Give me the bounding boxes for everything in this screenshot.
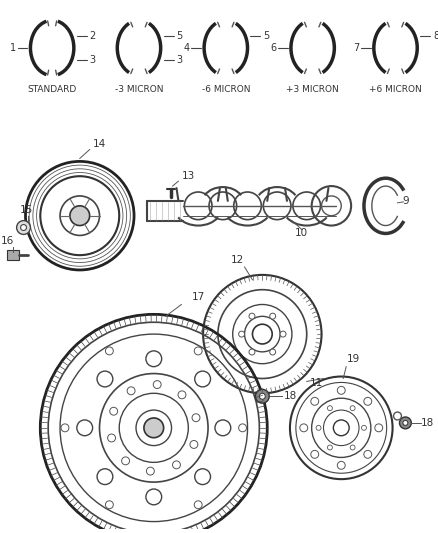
Circle shape: [350, 406, 355, 410]
Circle shape: [195, 371, 211, 387]
Circle shape: [106, 347, 113, 355]
Circle shape: [375, 424, 383, 432]
Text: 10: 10: [295, 229, 308, 238]
Text: 16: 16: [1, 236, 14, 246]
Circle shape: [106, 501, 113, 508]
Text: 11: 11: [310, 378, 323, 389]
Circle shape: [361, 425, 367, 430]
Circle shape: [77, 420, 92, 435]
Text: 18: 18: [283, 391, 297, 401]
Circle shape: [252, 324, 272, 344]
Circle shape: [333, 420, 349, 435]
Circle shape: [192, 414, 200, 422]
Circle shape: [328, 406, 332, 410]
Circle shape: [61, 424, 69, 432]
Circle shape: [21, 224, 26, 230]
Text: 1: 1: [10, 43, 16, 53]
Text: 13: 13: [182, 171, 195, 181]
Text: 7: 7: [353, 43, 359, 53]
Circle shape: [194, 501, 202, 508]
Circle shape: [97, 371, 113, 387]
Circle shape: [17, 221, 30, 235]
Circle shape: [337, 386, 345, 394]
Circle shape: [300, 424, 308, 432]
Circle shape: [70, 206, 90, 225]
Text: 9: 9: [402, 196, 409, 206]
Circle shape: [364, 398, 372, 405]
Circle shape: [364, 450, 372, 458]
Text: +6 MICRON: +6 MICRON: [369, 85, 422, 94]
Circle shape: [270, 313, 276, 319]
Circle shape: [259, 393, 265, 399]
Circle shape: [337, 462, 345, 469]
Circle shape: [195, 469, 211, 484]
Circle shape: [239, 331, 244, 337]
Text: 19: 19: [346, 354, 360, 364]
Circle shape: [249, 349, 255, 355]
Circle shape: [403, 421, 408, 425]
Text: 5: 5: [177, 30, 183, 41]
Text: 4: 4: [183, 43, 189, 53]
Circle shape: [97, 469, 113, 484]
Circle shape: [399, 417, 411, 429]
Circle shape: [146, 351, 162, 367]
Circle shape: [255, 389, 269, 403]
Circle shape: [215, 420, 231, 435]
Text: 14: 14: [93, 139, 106, 149]
Circle shape: [270, 349, 276, 355]
Polygon shape: [7, 250, 18, 260]
Circle shape: [239, 424, 247, 432]
Text: 3: 3: [177, 55, 183, 66]
Circle shape: [146, 489, 162, 505]
Text: 8: 8: [433, 30, 438, 41]
Circle shape: [127, 387, 135, 395]
Circle shape: [144, 418, 164, 438]
Circle shape: [194, 347, 202, 355]
Circle shape: [316, 425, 321, 430]
Text: +3 MICRON: +3 MICRON: [286, 85, 339, 94]
Circle shape: [178, 391, 186, 399]
Text: -3 MICRON: -3 MICRON: [115, 85, 163, 94]
Circle shape: [190, 440, 198, 448]
Circle shape: [311, 450, 319, 458]
Circle shape: [108, 434, 116, 442]
Text: 5: 5: [263, 30, 269, 41]
Circle shape: [153, 381, 161, 389]
Text: STANDARD: STANDARD: [28, 85, 77, 94]
Text: 6: 6: [270, 43, 276, 53]
Circle shape: [249, 313, 255, 319]
Text: 3: 3: [89, 55, 95, 66]
Text: 18: 18: [420, 418, 434, 428]
Circle shape: [280, 331, 286, 337]
Circle shape: [122, 457, 130, 465]
Text: 12: 12: [231, 255, 244, 265]
Text: 15: 15: [20, 205, 33, 215]
Circle shape: [311, 398, 319, 405]
Circle shape: [110, 407, 118, 415]
Text: 17: 17: [191, 292, 205, 302]
Circle shape: [173, 461, 180, 469]
Circle shape: [328, 445, 332, 450]
Circle shape: [146, 467, 154, 475]
Text: 2: 2: [89, 30, 96, 41]
Text: -6 MICRON: -6 MICRON: [201, 85, 250, 94]
Circle shape: [350, 445, 355, 450]
